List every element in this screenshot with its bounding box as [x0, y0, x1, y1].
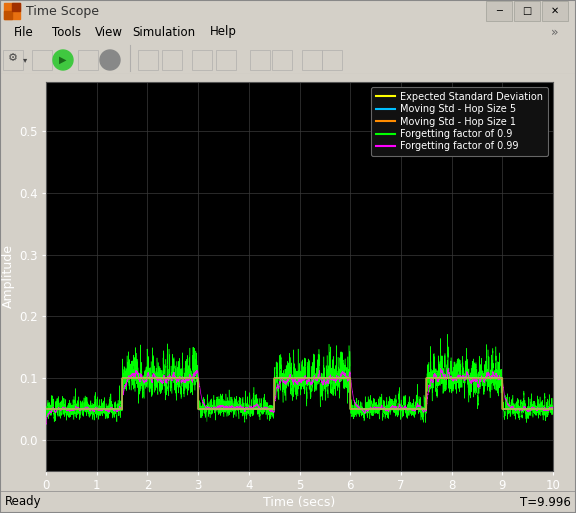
Text: File: File [14, 26, 34, 38]
Bar [162, 50, 182, 70]
Bar [12, 3, 20, 11]
Text: Help: Help [210, 26, 237, 38]
Bar [302, 50, 322, 70]
Bar [514, 1, 540, 21]
Bar [4, 11, 12, 19]
Bar [3, 50, 23, 70]
Bar [32, 50, 52, 70]
Bar [486, 1, 512, 21]
Text: »: » [551, 26, 558, 38]
Bar [216, 50, 236, 70]
Bar [4, 3, 20, 19]
Text: Time Scope: Time Scope [26, 5, 99, 17]
Text: Ready: Ready [5, 496, 41, 508]
Bar [272, 50, 292, 70]
Circle shape [100, 50, 120, 70]
Bar [192, 50, 212, 70]
Text: T=9.996: T=9.996 [520, 496, 571, 508]
Text: View: View [95, 26, 123, 38]
Bar [250, 50, 270, 70]
Text: □: □ [522, 6, 532, 16]
Bar [78, 50, 98, 70]
Text: ▾: ▾ [23, 55, 27, 65]
Text: Tools: Tools [52, 26, 81, 38]
Legend: Expected Standard Deviation, Moving Std - Hop Size 5, Moving Std - Hop Size 1, F: Expected Standard Deviation, Moving Std … [371, 87, 548, 156]
Bar [322, 50, 342, 70]
Text: ▶: ▶ [59, 55, 67, 65]
Text: Simulation: Simulation [132, 26, 195, 38]
Circle shape [53, 50, 73, 70]
Text: ✕: ✕ [551, 6, 559, 16]
Y-axis label: Amplitude: Amplitude [2, 244, 15, 308]
Text: ─: ─ [496, 6, 502, 16]
Bar [138, 50, 158, 70]
Text: ⚙: ⚙ [8, 53, 18, 63]
Bar [542, 1, 568, 21]
X-axis label: Time (secs): Time (secs) [263, 496, 336, 509]
